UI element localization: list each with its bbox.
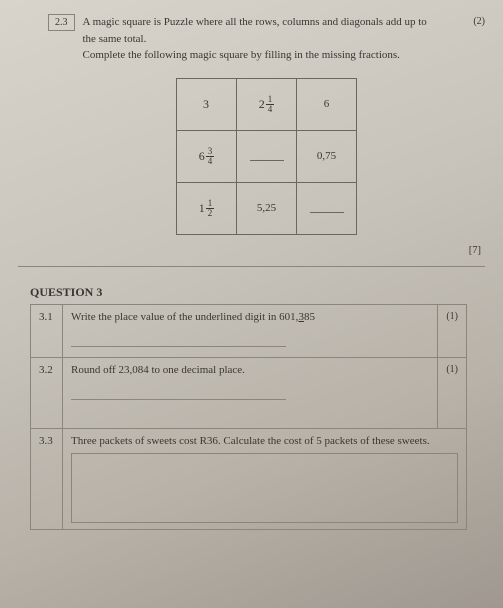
q3-3-cell: Three packets of sweets cost R36. Calcul… bbox=[63, 428, 467, 529]
q2-3-block: 2.3 A magic square is Puzzle where all t… bbox=[48, 14, 485, 64]
magic-r1c2: 214 bbox=[237, 78, 297, 130]
magic-r3c3[interactable] bbox=[297, 182, 357, 234]
question-3-table: 3.1 Write the place value of the underli… bbox=[30, 304, 467, 530]
q2-3-line1: A magic square is Puzzle where all the r… bbox=[83, 16, 427, 28]
q3-3-work-box[interactable] bbox=[71, 453, 458, 523]
q3-3-number: 3.3 bbox=[31, 428, 63, 529]
q3-1-text-a: Write the place value of the underlined … bbox=[71, 311, 298, 323]
magic-r1c3: 6 bbox=[297, 78, 357, 130]
q3-3-text: Three packets of sweets cost R36. Calcul… bbox=[71, 435, 430, 447]
magic-r3c2: 5,25 bbox=[237, 182, 297, 234]
magic-r2c2[interactable] bbox=[237, 130, 297, 182]
q3-1-cell: Write the place value of the underlined … bbox=[63, 304, 438, 357]
q3-2-answer-line[interactable] bbox=[71, 386, 286, 400]
q3-2-number: 3.2 bbox=[31, 357, 63, 428]
q3-1-text-b: 85 bbox=[304, 311, 315, 323]
question-3-title: QUESTION 3 bbox=[30, 285, 485, 300]
q3-2-cell: Round off 23,084 to one decimal place. bbox=[63, 357, 438, 428]
magic-r2c1: 634 bbox=[177, 130, 237, 182]
worksheet-page: 2.3 A magic square is Puzzle where all t… bbox=[0, 0, 503, 540]
q2-3-line3: Complete the following magic square by f… bbox=[83, 49, 400, 61]
magic-r1c1: 3 bbox=[177, 78, 237, 130]
q3-1-marks: (1) bbox=[438, 304, 467, 357]
magic-square-wrap: 3 214 6 634 0,75 112 5,25 bbox=[48, 78, 485, 235]
q2-3-marks-top: (2) bbox=[461, 14, 485, 27]
q2-3-number: 2.3 bbox=[48, 14, 75, 31]
q3-2-text: Round off 23,084 to one decimal place. bbox=[71, 364, 245, 376]
magic-r3c1: 112 bbox=[177, 182, 237, 234]
magic-r2c3: 0,75 bbox=[297, 130, 357, 182]
section-divider bbox=[18, 266, 485, 267]
q2-3-line2: the same total. bbox=[83, 33, 147, 45]
q2-3-text: A magic square is Puzzle where all the r… bbox=[83, 14, 454, 64]
q3-1-answer-line[interactable] bbox=[71, 333, 286, 347]
magic-square: 3 214 6 634 0,75 112 5,25 bbox=[176, 78, 357, 235]
q3-2-marks: (1) bbox=[438, 357, 467, 428]
q2-3-marks-bottom: [7] bbox=[48, 245, 485, 256]
q3-1-number: 3.1 bbox=[31, 304, 63, 357]
